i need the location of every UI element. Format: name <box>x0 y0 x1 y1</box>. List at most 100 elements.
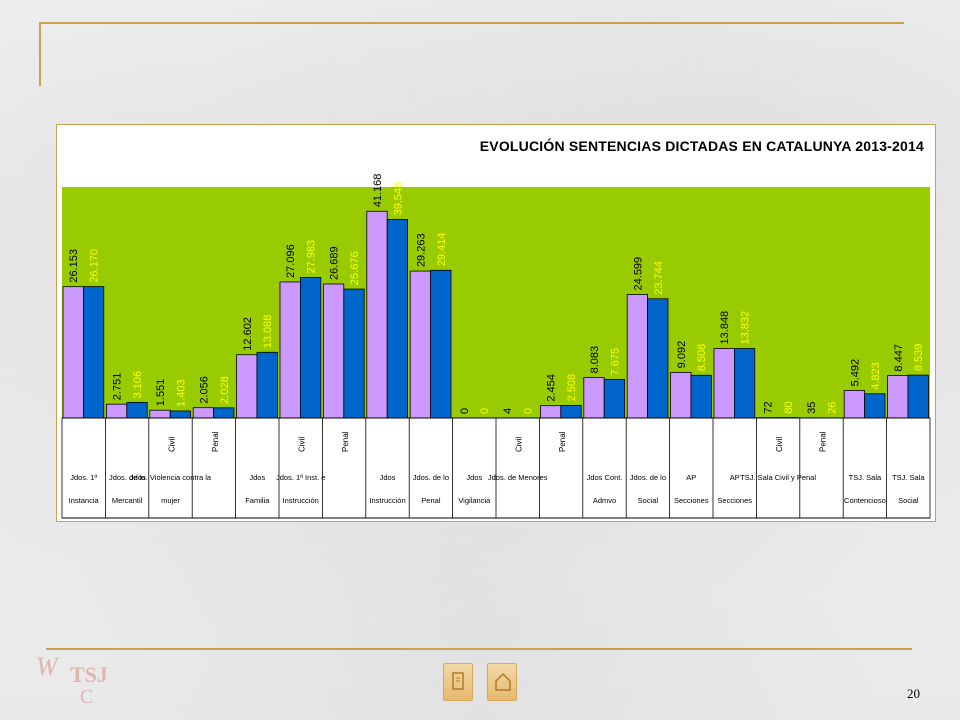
category-label: Jdos. 1ª <box>70 473 97 482</box>
page-number: 20 <box>907 686 920 701</box>
data-label: 35 <box>806 402 818 414</box>
bar <box>279 281 301 419</box>
data-label: 29.263 <box>415 233 427 267</box>
category-label: Jdos <box>466 473 482 482</box>
sub-label: Civil <box>775 437 784 452</box>
category-label: Jdos. de lo <box>109 473 145 482</box>
data-label: 80 <box>783 401 795 413</box>
data-label: 2.508 <box>566 374 578 402</box>
data-label: 8.447 <box>893 344 905 372</box>
data-label: 13.088 <box>262 315 274 349</box>
bar <box>106 403 128 419</box>
tsjc-logo: W TSJ C <box>36 652 108 708</box>
bar <box>82 286 105 419</box>
category-label: Secciones <box>717 496 752 505</box>
bar <box>647 298 669 419</box>
category-label: Jdos. Violencia contra la <box>130 473 212 482</box>
data-label: 9.092 <box>676 341 688 369</box>
category-label: AP <box>730 473 740 482</box>
bottom-divider <box>46 648 912 650</box>
bar <box>409 270 431 419</box>
sub-label: Penal <box>819 431 828 452</box>
category-label: Mercantil <box>112 496 143 505</box>
bar <box>583 377 605 419</box>
bar <box>169 410 191 419</box>
bar <box>386 219 408 419</box>
data-label: 13.848 <box>719 311 731 345</box>
data-label: 13.832 <box>740 311 752 345</box>
bar <box>256 351 278 419</box>
bar <box>236 354 258 419</box>
previous-button[interactable] <box>443 663 473 701</box>
data-label: 72 <box>763 401 775 413</box>
bar <box>626 294 648 419</box>
sub-label: Civil <box>168 437 177 452</box>
data-label: 24.599 <box>632 257 644 291</box>
data-label: 0 <box>523 408 535 414</box>
data-label: 27.096 <box>285 244 297 278</box>
bar <box>864 393 886 419</box>
bar <box>540 405 562 419</box>
bar <box>690 374 712 419</box>
home-button[interactable] <box>487 663 517 701</box>
data-label: 7.675 <box>609 348 621 376</box>
data-label: 39.548 <box>392 182 404 216</box>
data-label: 4.823 <box>870 362 882 390</box>
data-label: 8.508 <box>696 344 708 372</box>
category-label: mujer <box>161 496 180 505</box>
data-label: 1.551 <box>155 379 167 407</box>
category-label: Instancia <box>69 496 100 505</box>
data-label: 41.168 <box>372 174 384 208</box>
data-label: 2.056 <box>198 376 210 404</box>
sub-label: Civil <box>515 437 524 452</box>
bar <box>430 269 452 419</box>
data-label: 2.751 <box>112 373 124 401</box>
category-label: Jdos <box>380 473 396 482</box>
category-label: TSJ. Sala <box>849 473 882 482</box>
sub-label: Civil <box>298 437 307 452</box>
data-label: 26.153 <box>68 249 80 283</box>
data-label: 27.983 <box>306 240 318 274</box>
data-label: 8.539 <box>913 344 925 372</box>
bar <box>670 371 692 419</box>
category-label: AP <box>686 473 696 482</box>
category-label: Jdos Cont. <box>587 473 623 482</box>
sub-label: Penal <box>211 431 220 452</box>
category-label: Contencioso <box>844 496 886 505</box>
sub-label: Penal <box>341 431 350 452</box>
bar <box>62 286 84 419</box>
document-icon <box>452 672 464 690</box>
home-icon <box>495 672 511 691</box>
category-label: Jdos. de lo <box>413 473 449 482</box>
data-label: 2.028 <box>219 376 231 404</box>
category-label: TSJ. Sala Civil y Penal <box>740 473 816 482</box>
category-label: Vigilancia <box>458 496 491 505</box>
data-label: 0 <box>459 408 471 414</box>
bar <box>213 407 235 419</box>
category-label: Jdos. de Menores <box>488 473 548 482</box>
chart-title: EVOLUCIÓN SENTENCIAS DICTADAS EN CATALUN… <box>479 138 924 154</box>
data-label: 26.689 <box>329 246 341 280</box>
bar <box>713 348 735 419</box>
data-label: 1.403 <box>175 379 187 407</box>
category-label: Social <box>898 496 919 505</box>
data-label: 25.676 <box>349 251 361 285</box>
data-label: 4 <box>502 408 514 414</box>
data-label: 23.744 <box>653 261 665 295</box>
bar <box>843 390 865 419</box>
category-label: Familia <box>245 496 270 505</box>
data-label: 8.083 <box>589 346 601 374</box>
data-label: 3.106 <box>132 371 144 399</box>
category-label: Jdos. de lo <box>630 473 666 482</box>
bar <box>603 379 625 419</box>
bar <box>560 405 582 419</box>
data-label: 26.170 <box>89 249 101 283</box>
category-label: Admvo <box>593 496 616 505</box>
bar <box>126 402 148 419</box>
data-label: 0 <box>479 408 491 414</box>
bar <box>299 277 322 419</box>
category-label: Jdos <box>249 473 265 482</box>
bar <box>907 374 929 419</box>
data-label: 5.492 <box>849 359 861 387</box>
